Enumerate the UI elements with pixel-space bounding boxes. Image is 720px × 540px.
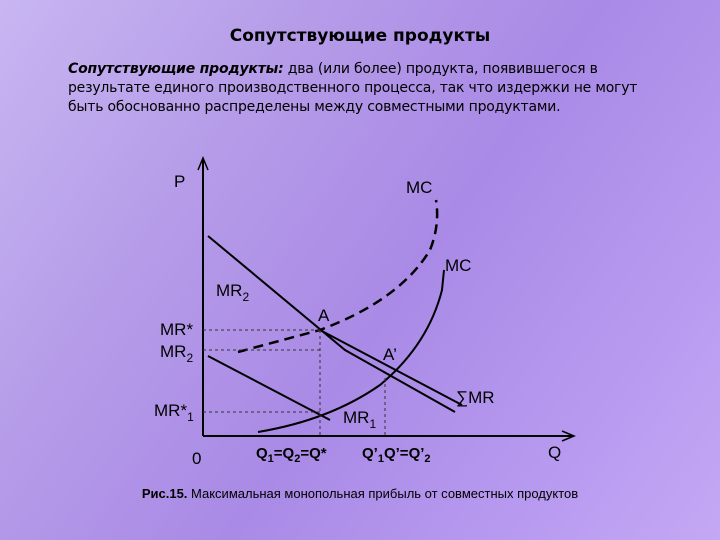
sum-mr-label: ∑MR: [456, 388, 495, 407]
mr2-upper-label: MR2: [216, 281, 249, 304]
mc-dashed-label: MC: [406, 178, 432, 197]
definition-text: два (или более) продукта, появившегося в…: [68, 61, 638, 115]
origin-label: 0: [192, 449, 201, 468]
mc-dashed-curve: [237, 199, 439, 354]
y-axis-arrow: [197, 156, 209, 171]
point-a-prime-label: A’: [383, 345, 397, 364]
x-axis-label: Q: [548, 443, 561, 462]
mc-solid-curve: [257, 269, 445, 433]
point-a-label: A: [318, 306, 330, 325]
figure-number: Рис.15.: [141, 486, 188, 501]
mr-star-label: MR*: [160, 320, 193, 339]
figure-caption-text: Максимальная монопольная прибыль от совм…: [187, 486, 579, 501]
mr2-left-label: MR2: [160, 342, 193, 365]
x-axis-arrow: [561, 430, 576, 442]
q-prime-label: Q’1Q’=Q’2: [362, 445, 431, 465]
y-axis-label: P: [174, 172, 185, 191]
definition-term: Сопутствующие продукты:: [68, 61, 284, 77]
mr-star1-label: MR*1: [154, 401, 194, 424]
mr2-demand-line: [207, 235, 456, 413]
mr1-line: [207, 355, 331, 421]
q-star-label: Q1=Q2=Q*: [256, 445, 327, 465]
sum-mr-line: [319, 329, 463, 406]
mr1-label: MR1: [343, 408, 376, 431]
slide-title: Сопутствующие продукты: [229, 26, 491, 46]
figure-caption: Рис.15. Максимальная монопольная прибыль…: [0, 486, 720, 501]
definition-paragraph: Сопутствующие продукты: два (или более) …: [68, 60, 668, 117]
mc-solid-label: MC: [445, 256, 471, 275]
